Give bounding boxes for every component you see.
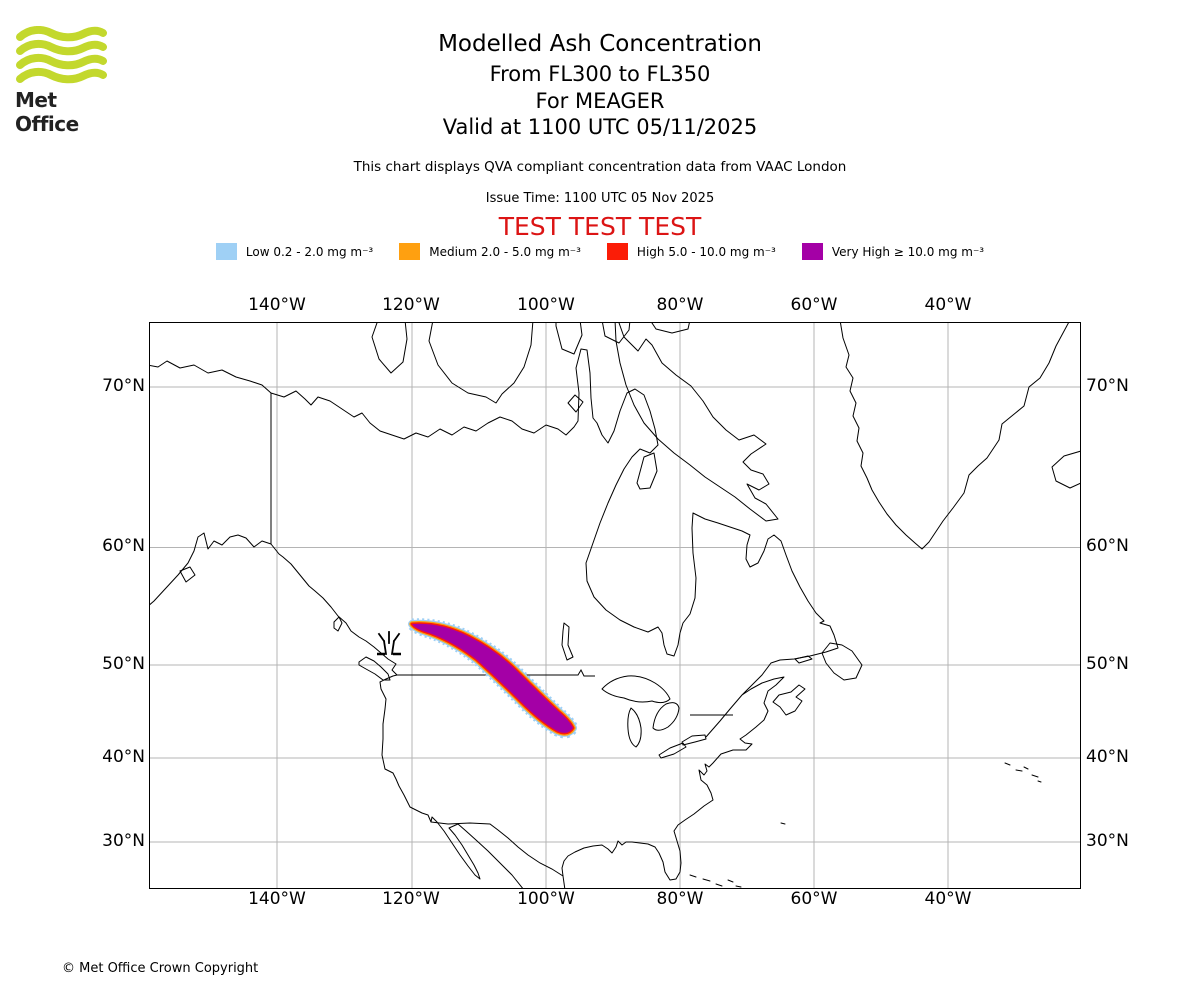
island-vancouver bbox=[358, 656, 391, 681]
met-office-logo: Met Office bbox=[15, 26, 110, 136]
lat-tick-right-40n: 40°N bbox=[1086, 747, 1129, 767]
chart-subtitle-levels: From FL300 to FL350 bbox=[489, 62, 711, 86]
concentration-legend: Low 0.2 - 2.0 mg m⁻³ Medium 2.0 - 5.0 mg… bbox=[0, 243, 1200, 260]
island-prince-of-wales bbox=[555, 323, 583, 355]
border-45n-and-st-lawrence bbox=[690, 694, 743, 738]
lat-tick-left-60n: 60°N bbox=[102, 536, 145, 556]
qva-note: This chart displays QVA compliant concen… bbox=[353, 159, 847, 175]
lat-tick-left-30n: 30°N bbox=[102, 831, 145, 851]
coastlines bbox=[150, 323, 1080, 888]
lon-tick-bottom-120w: 120°W bbox=[382, 889, 440, 909]
island-bermuda bbox=[780, 822, 786, 825]
island-haida-gwaii bbox=[333, 616, 343, 632]
coast-greenland bbox=[839, 323, 1069, 550]
island-victoria bbox=[428, 323, 534, 404]
islands-bahamas bbox=[689, 874, 742, 888]
lat-tick-left-70n: 70°N bbox=[102, 376, 145, 396]
island-newfoundland bbox=[821, 642, 863, 681]
peninsula-nova-scotia bbox=[772, 684, 806, 716]
islands-azores bbox=[1004, 762, 1042, 783]
brand-text: Met Office bbox=[15, 88, 79, 136]
legend-item-very-high: Very High ≥ 10.0 mg m⁻³ bbox=[801, 243, 985, 260]
copyright-text: © Met Office Crown Copyright bbox=[62, 961, 259, 976]
great-lakes bbox=[561, 622, 707, 759]
legend-swatch-medium bbox=[399, 243, 421, 260]
legend-swatch-low bbox=[215, 243, 237, 260]
lat-tick-right-60n: 60°N bbox=[1086, 536, 1129, 556]
legend-swatch-high bbox=[606, 243, 628, 260]
legend-item-low: Low 0.2 - 2.0 mg m⁻³ bbox=[215, 243, 374, 260]
lake-superior bbox=[601, 675, 671, 704]
island-banks bbox=[371, 323, 408, 374]
chart-title: Modelled Ash Concentration bbox=[438, 31, 762, 57]
lon-tick-bottom-40w: 40°W bbox=[924, 889, 972, 909]
map-canvas bbox=[149, 322, 1081, 889]
island-baffin bbox=[614, 323, 779, 522]
coast-west bbox=[270, 543, 524, 888]
lake-ontario bbox=[681, 734, 707, 746]
lon-tick-top-120w: 120°W bbox=[382, 295, 440, 315]
island-king-william bbox=[567, 394, 584, 413]
legend-item-medium: Medium 2.0 - 5.0 mg m⁻³ bbox=[399, 243, 581, 260]
lon-tick-top-60w: 60°W bbox=[790, 295, 838, 315]
lon-tick-bottom-100w: 100°W bbox=[517, 889, 575, 909]
island-devon bbox=[651, 323, 690, 334]
border-us-mexico bbox=[430, 821, 564, 877]
legend-label-very-high: Very High ≥ 10.0 mg m⁻³ bbox=[831, 244, 985, 259]
lon-tick-bottom-140w: 140°W bbox=[248, 889, 306, 909]
island-somerset bbox=[602, 323, 631, 344]
legend-swatch-very-high bbox=[801, 243, 823, 260]
grid-lines bbox=[150, 323, 1080, 888]
plume-very-high-core bbox=[412, 623, 573, 733]
legend-item-high: High 5.0 - 10.0 mg m⁻³ bbox=[606, 243, 776, 260]
volcano-icon bbox=[377, 631, 401, 656]
island-southampton bbox=[636, 452, 658, 490]
lake-erie bbox=[658, 742, 687, 759]
legend-label-medium: Medium 2.0 - 5.0 mg m⁻³ bbox=[429, 244, 581, 259]
map-svg bbox=[150, 323, 1080, 888]
coast-mainland bbox=[150, 348, 839, 888]
test-banner: TEST TEST TEST bbox=[498, 212, 702, 241]
political-borders bbox=[270, 393, 743, 877]
issue-time: Issue Time: 1100 UTC 05 Nov 2025 bbox=[485, 191, 715, 206]
chart-subtitle-volcano: For MEAGER bbox=[535, 89, 665, 113]
lat-tick-left-50n: 50°N bbox=[102, 654, 145, 674]
lat-tick-left-40n: 40°N bbox=[102, 747, 145, 767]
lake-huron bbox=[652, 702, 680, 731]
lon-tick-top-80w: 80°W bbox=[656, 295, 704, 315]
lake-winnipeg bbox=[561, 622, 574, 661]
lake-michigan bbox=[627, 707, 642, 748]
chart-subtitle-valid: Valid at 1100 UTC 05/11/2025 bbox=[442, 115, 758, 139]
lat-tick-right-30n: 30°N bbox=[1086, 831, 1129, 851]
coast-south-alaska bbox=[150, 532, 272, 606]
legend-label-low: Low 0.2 - 2.0 mg m⁻³ bbox=[245, 244, 374, 259]
island-kodiak bbox=[179, 566, 196, 583]
lon-tick-top-40w: 40°W bbox=[924, 295, 972, 315]
lon-tick-bottom-80w: 80°W bbox=[656, 889, 704, 909]
lat-tick-right-50n: 50°N bbox=[1086, 654, 1129, 674]
ash-plume bbox=[406, 618, 579, 739]
lon-tick-bottom-60w: 60°W bbox=[790, 889, 838, 909]
lon-tick-top-100w: 100°W bbox=[517, 295, 575, 315]
coast-iceland-fragment bbox=[1051, 450, 1080, 489]
lat-tick-right-70n: 70°N bbox=[1086, 376, 1129, 396]
lon-tick-top-140w: 140°W bbox=[248, 295, 306, 315]
legend-label-high: High 5.0 - 10.0 mg m⁻³ bbox=[636, 244, 776, 259]
island-anticosti bbox=[794, 655, 813, 664]
logo-waves-icon bbox=[16, 26, 107, 84]
